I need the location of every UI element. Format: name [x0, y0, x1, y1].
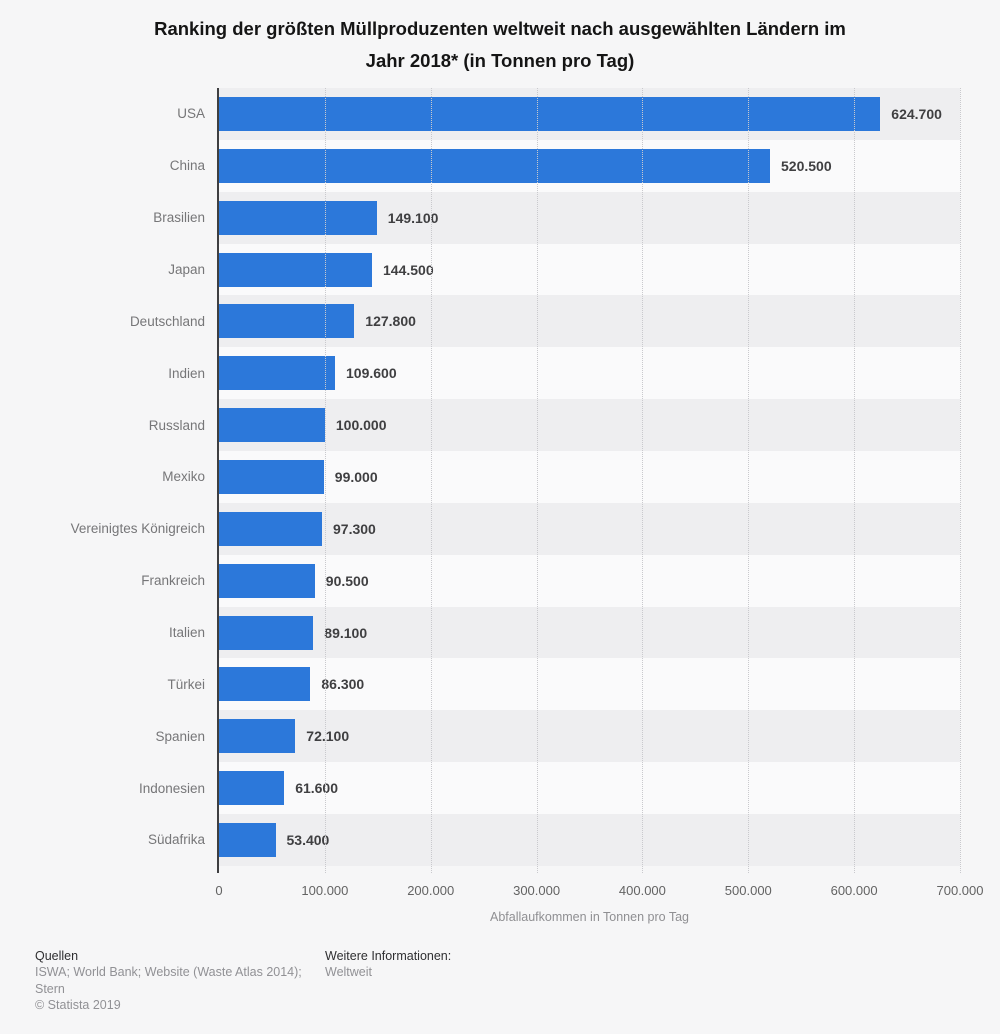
value-bar [219, 667, 311, 702]
value-bar [219, 563, 315, 598]
value-label: 97.300 [333, 520, 376, 537]
value-label: 100.000 [335, 417, 387, 434]
value-label: 72.100 [306, 728, 350, 745]
sources-line: Stern [35, 981, 65, 996]
bar-row: Vereinigtes Königreich 97.300 [0, 502, 1000, 555]
row-plot: 100.000 [219, 399, 960, 452]
value-bar [219, 304, 355, 339]
x-axis-ticks: 0 100.000 200.000 300.000 400.000 500.000 600.… [0, 883, 1000, 899]
chart-title-line1: Ranking der größten Müllproduzenten welt… [154, 18, 846, 39]
row-plot: 127.800 [219, 295, 960, 348]
info-heading: Weitere Informationen: [325, 949, 452, 963]
category-label: Deutschland [129, 313, 205, 329]
category-label: Türkei [167, 676, 205, 692]
x-tick-label: 500.000 [724, 883, 772, 898]
category-label: China [169, 158, 205, 174]
bar-row: USA 624.700 [0, 88, 1000, 140]
row-plot: 53.400 [219, 814, 960, 866]
bar-row: Brasilien 149.100 [0, 191, 1000, 244]
value-label: 144.500 [383, 261, 434, 278]
bar-row: Russland 100.000 [0, 399, 1000, 452]
sources-line: ISWA; World Bank; Website (Waste Atlas 2… [35, 965, 302, 980]
value-label: 127.800 [365, 313, 416, 330]
value-label: 99.000 [334, 468, 378, 485]
category-label: Italien [168, 625, 205, 641]
plot-rows: USA 624.700 China 520.500 Brasilien 149.100 Ja… [0, 88, 1000, 866]
x-tick-label: 0 [215, 883, 223, 898]
category-label: Spanien [155, 728, 205, 744]
category-label: Mexiko [162, 469, 205, 485]
value-bar [219, 771, 285, 806]
row-plot: 61.600 [219, 762, 960, 815]
bar-row: Türkei 86.300 [0, 658, 1000, 711]
footer-sources: Quellen ISWA; World Bank; Website (Waste… [35, 948, 302, 1013]
value-bar [219, 615, 314, 650]
value-label: 624.700 [891, 105, 942, 122]
bar-row: Indien 109.600 [0, 347, 1000, 400]
row-plot: 72.100 [219, 710, 960, 763]
value-bar [219, 823, 276, 858]
value-bar [219, 408, 325, 443]
category-label: Südafrika [147, 832, 205, 848]
footer-info: Weitere Informationen: Weltweit [325, 948, 451, 981]
value-bar [219, 148, 770, 183]
x-tick-label: 100.000 [301, 883, 349, 898]
info-value: Weltweit [325, 965, 373, 980]
value-label: 86.300 [321, 676, 365, 693]
category-label: Indien [168, 365, 205, 381]
row-plot: 624.700 [219, 88, 960, 140]
value-bar [219, 97, 881, 131]
bar-row: Spanien 72.100 [0, 710, 1000, 763]
copyright: © Statista 2019 [35, 997, 121, 1012]
value-label: 61.600 [295, 780, 339, 797]
category-label: Japan [168, 262, 205, 277]
x-axis-title: Abfallaufkommen in Tonnen pro Tag [490, 910, 689, 924]
value-label: 89.100 [324, 624, 368, 641]
row-plot: 144.500 [219, 243, 960, 296]
row-plot: 109.600 [219, 347, 960, 400]
category-label: Vereinigtes Königreich [70, 521, 205, 537]
value-bar [219, 200, 377, 235]
category-label: Indonesien [138, 780, 205, 796]
row-plot: 520.500 [219, 139, 960, 192]
category-label: Brasilien [153, 210, 205, 226]
row-plot: 86.300 [219, 658, 960, 711]
chart-title: Ranking der größten Müllproduzenten welt… [0, 13, 1000, 76]
sources-heading: Quellen [35, 949, 79, 963]
category-label: Frankreich [141, 573, 205, 589]
value-label: 520.500 [781, 157, 832, 174]
row-plot: 99.000 [219, 451, 960, 503]
row-plot: 89.100 [219, 606, 960, 659]
row-plot: 149.100 [219, 191, 960, 244]
value-bar [219, 460, 324, 495]
value-label: 53.400 [286, 831, 330, 848]
bar-row: Indonesien 61.600 [0, 762, 1000, 815]
value-label: 90.500 [325, 572, 369, 589]
row-plot: 90.500 [219, 554, 960, 607]
value-label: 109.600 [346, 365, 397, 382]
bar-row: Südafrika 53.400 [0, 814, 1000, 866]
bar-row: Japan 144.500 [0, 243, 1000, 296]
row-plot: 97.300 [219, 502, 960, 555]
value-bar [219, 252, 372, 287]
bar-row: Mexiko 99.000 [0, 451, 1000, 503]
x-tick-label: 200.000 [407, 883, 455, 898]
value-bar [219, 511, 322, 546]
category-label: USA [177, 106, 205, 122]
x-tick-label: 400.000 [618, 883, 666, 898]
value-bar [219, 719, 296, 754]
value-bar [219, 356, 335, 391]
x-tick-label: 700.000 [936, 883, 984, 898]
value-label: 149.100 [387, 209, 439, 226]
category-label: Russland [148, 417, 205, 433]
x-tick-label: 600.000 [830, 883, 878, 898]
bar-row: Frankreich 90.500 [0, 554, 1000, 607]
bar-row: Italien 89.100 [0, 606, 1000, 659]
x-tick-label: 300.000 [513, 883, 561, 898]
chart-title-line2: Jahr 2018* (in Tonnen pro Tag) [365, 49, 635, 71]
bar-row: China 520.500 [0, 139, 1000, 192]
bar-row: Deutschland 127.800 [0, 295, 1000, 348]
